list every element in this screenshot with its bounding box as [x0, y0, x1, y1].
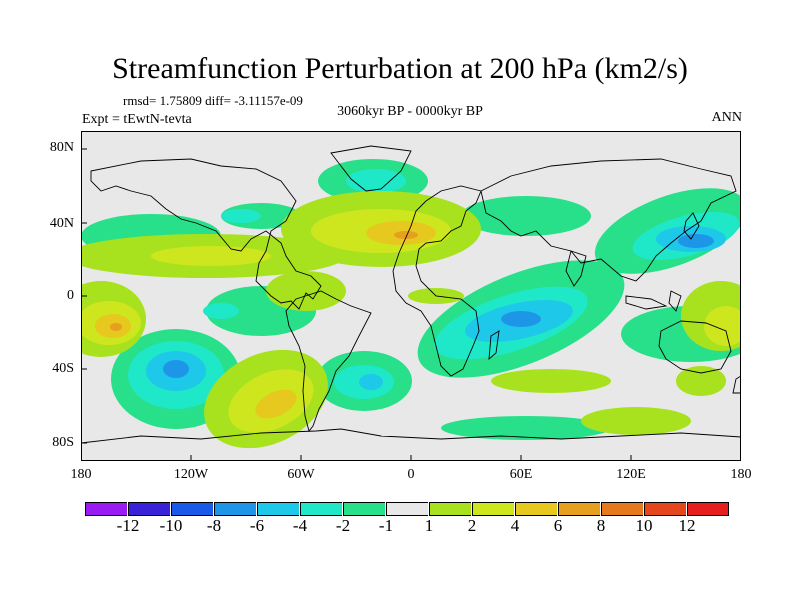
colorbar-label: 1	[424, 516, 434, 535]
season-label: ANN	[711, 110, 742, 125]
colorbar-label: -2	[335, 516, 351, 535]
colorbar-swatch	[343, 502, 385, 516]
colorbar-swatch	[472, 502, 514, 516]
colorbar-label: 10	[635, 516, 653, 535]
period-label: 3060kyr BP - 0000kyr BP	[337, 104, 483, 119]
colorbar-swatch	[386, 502, 428, 516]
colorbar-swatch	[257, 502, 299, 516]
lon-label-180e: 180	[730, 467, 752, 482]
colorbar-label: -6	[249, 516, 265, 535]
lon-label-60e: 60E	[509, 467, 533, 482]
stats-line: rmsd= 1.75809 diff= -3.11157e-09	[123, 93, 303, 108]
contour-level-minus6	[163, 234, 714, 378]
lat-label-80n: 80N	[49, 140, 74, 155]
colorbar-swatch	[687, 502, 729, 516]
colorbar-label: -10	[159, 516, 183, 535]
colorbar-swatch	[644, 502, 686, 516]
colorbar-label: -12	[116, 516, 140, 535]
lat-label-40n: 40N	[49, 216, 74, 231]
colorbar-label: -8	[206, 516, 222, 535]
colorbar-swatch	[558, 502, 600, 516]
colorbar-label: 6	[553, 516, 563, 535]
lat-label-80s: 80S	[52, 435, 74, 450]
contour-level-plus6	[110, 231, 418, 331]
lon-label-120w: 120W	[173, 467, 209, 482]
lon-label-0: 0	[407, 467, 415, 482]
contour-map	[81, 131, 741, 461]
colorbar-swatch	[515, 502, 557, 516]
colorbar-swatch	[300, 502, 342, 516]
lon-label-60w: 60W	[287, 467, 315, 482]
chart-title: Streamfunction Perturbation at 200 hPa (…	[112, 52, 688, 85]
colorbar-label: -1	[378, 516, 394, 535]
lat-label-eq: 0	[67, 288, 74, 303]
colorbar-swatch	[128, 502, 170, 516]
lon-label-180w: 180	[70, 467, 92, 482]
colorbar-swatch	[601, 502, 643, 516]
colorbar-swatch	[214, 502, 256, 516]
colorbar-label: 4	[510, 516, 520, 535]
lat-label-40s: 40S	[52, 361, 74, 376]
coastlines	[81, 145, 741, 444]
lon-label-120e: 120E	[616, 467, 646, 482]
colorbar-label: 2	[467, 516, 477, 535]
colorbar-swatch	[85, 502, 127, 516]
colorbar-label: 12	[678, 516, 696, 535]
experiment-label: Expt = tEwtN-tevta	[82, 112, 192, 127]
colorbar-label: 8	[596, 516, 606, 535]
colorbar-swatch	[429, 502, 471, 516]
colorbar-label: -4	[292, 516, 308, 535]
colorbar-swatch	[171, 502, 213, 516]
tick-marks	[81, 148, 632, 461]
